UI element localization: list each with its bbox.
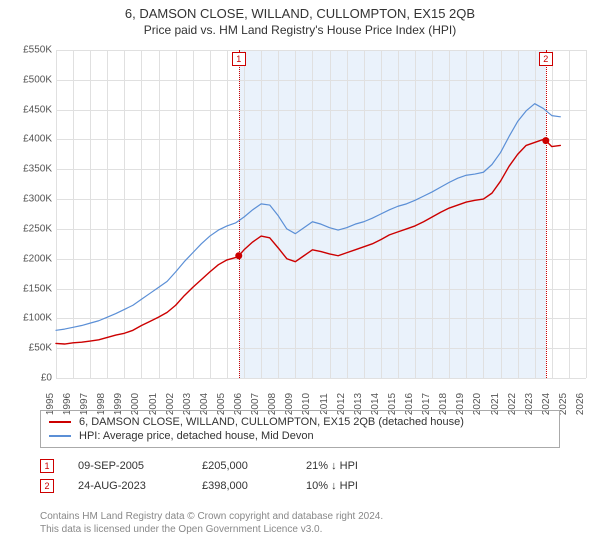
y-gridline bbox=[56, 110, 586, 111]
x-gridline bbox=[107, 50, 108, 378]
x-gridline bbox=[73, 50, 74, 378]
chart-area: £0 £50K £100K £150K £200K £250K £300K £350K £400… bbox=[8, 44, 592, 404]
x-gridline bbox=[159, 50, 160, 378]
y-gridline bbox=[56, 169, 586, 170]
y-gridline bbox=[56, 378, 586, 379]
transaction-date: 09-SEP-2005 bbox=[78, 460, 178, 472]
legend-swatch bbox=[49, 435, 71, 437]
legend-row: HPI: Average price, detached house, Mid … bbox=[49, 429, 551, 443]
x-gridline bbox=[364, 50, 365, 378]
x-gridline bbox=[295, 50, 296, 378]
y-axis-label: £0 bbox=[8, 373, 52, 384]
y-gridline bbox=[56, 139, 586, 140]
legend: 6, DAMSON CLOSE, WILLAND, CULLOMPTON, EX… bbox=[40, 410, 560, 448]
transaction-vline bbox=[546, 50, 547, 378]
transaction-hpi-delta: 21% ↓ HPI bbox=[306, 460, 426, 472]
chart-title: 6, DAMSON CLOSE, WILLAND, CULLOMPTON, EX… bbox=[0, 0, 600, 21]
x-gridline bbox=[193, 50, 194, 378]
transaction-marker-2: 2 bbox=[539, 52, 553, 66]
legend-swatch bbox=[49, 421, 71, 423]
transaction-row: 1 09-SEP-2005 £205,000 21% ↓ HPI bbox=[40, 456, 560, 476]
x-gridline bbox=[176, 50, 177, 378]
y-gridline bbox=[56, 259, 586, 260]
y-axis-label: £100K bbox=[8, 313, 52, 324]
y-axis-label: £50K bbox=[8, 343, 52, 354]
y-axis-label: £150K bbox=[8, 283, 52, 294]
y-axis-label: £350K bbox=[8, 164, 52, 175]
transaction-hpi-delta: 10% ↓ HPI bbox=[306, 480, 426, 492]
y-gridline bbox=[56, 80, 586, 81]
y-gridline bbox=[56, 229, 586, 230]
x-gridline bbox=[552, 50, 553, 378]
transaction-row: 2 24-AUG-2023 £398,000 10% ↓ HPI bbox=[40, 476, 560, 496]
x-gridline bbox=[141, 50, 142, 378]
y-axis-label: £500K bbox=[8, 74, 52, 85]
y-gridline bbox=[56, 318, 586, 319]
x-gridline bbox=[449, 50, 450, 378]
x-gridline bbox=[415, 50, 416, 378]
footer-line-1: Contains HM Land Registry data © Crown c… bbox=[40, 510, 560, 523]
legend-label: HPI: Average price, detached house, Mid … bbox=[79, 430, 314, 442]
x-gridline bbox=[244, 50, 245, 378]
footer-attribution: Contains HM Land Registry data © Crown c… bbox=[40, 510, 560, 536]
legend-row: 6, DAMSON CLOSE, WILLAND, CULLOMPTON, EX… bbox=[49, 415, 551, 429]
x-gridline bbox=[124, 50, 125, 378]
x-gridline bbox=[210, 50, 211, 378]
x-gridline bbox=[466, 50, 467, 378]
legend-label: 6, DAMSON CLOSE, WILLAND, CULLOMPTON, EX… bbox=[79, 416, 464, 428]
transaction-row-marker: 2 bbox=[40, 479, 54, 493]
footer-line-2: This data is licensed under the Open Gov… bbox=[40, 523, 560, 536]
x-gridline bbox=[518, 50, 519, 378]
x-gridline bbox=[278, 50, 279, 378]
y-axis-label: £200K bbox=[8, 253, 52, 264]
transaction-marker-1: 1 bbox=[232, 52, 246, 66]
x-gridline bbox=[398, 50, 399, 378]
transaction-vline bbox=[239, 50, 240, 378]
x-gridline bbox=[432, 50, 433, 378]
transaction-price: £398,000 bbox=[202, 480, 282, 492]
chart-subtitle: Price paid vs. HM Land Registry's House … bbox=[0, 21, 600, 41]
x-axis-label: 2026 bbox=[575, 393, 586, 415]
y-axis-label: £450K bbox=[8, 104, 52, 115]
y-gridline bbox=[56, 50, 586, 51]
x-gridline bbox=[261, 50, 262, 378]
y-axis-label: £400K bbox=[8, 134, 52, 145]
y-axis-label: £550K bbox=[8, 45, 52, 56]
y-axis-label: £300K bbox=[8, 194, 52, 205]
x-gridline bbox=[330, 50, 331, 378]
x-gridline bbox=[312, 50, 313, 378]
transactions-table: 1 09-SEP-2005 £205,000 21% ↓ HPI 2 24-AUG-202… bbox=[40, 456, 560, 496]
transaction-date: 24-AUG-2023 bbox=[78, 480, 178, 492]
x-gridline bbox=[501, 50, 502, 378]
x-gridline bbox=[227, 50, 228, 378]
x-gridline bbox=[56, 50, 57, 378]
x-gridline bbox=[535, 50, 536, 378]
chart-container: 6, DAMSON CLOSE, WILLAND, CULLOMPTON, EX… bbox=[0, 0, 600, 560]
x-gridline bbox=[483, 50, 484, 378]
y-gridline bbox=[56, 199, 586, 200]
x-gridline bbox=[90, 50, 91, 378]
transaction-row-marker: 1 bbox=[40, 459, 54, 473]
x-gridline bbox=[569, 50, 570, 378]
transaction-price: £205,000 bbox=[202, 460, 282, 472]
y-gridline bbox=[56, 289, 586, 290]
x-gridline bbox=[586, 50, 587, 378]
x-gridline bbox=[347, 50, 348, 378]
y-gridline bbox=[56, 348, 586, 349]
x-gridline bbox=[381, 50, 382, 378]
y-axis-label: £250K bbox=[8, 223, 52, 234]
